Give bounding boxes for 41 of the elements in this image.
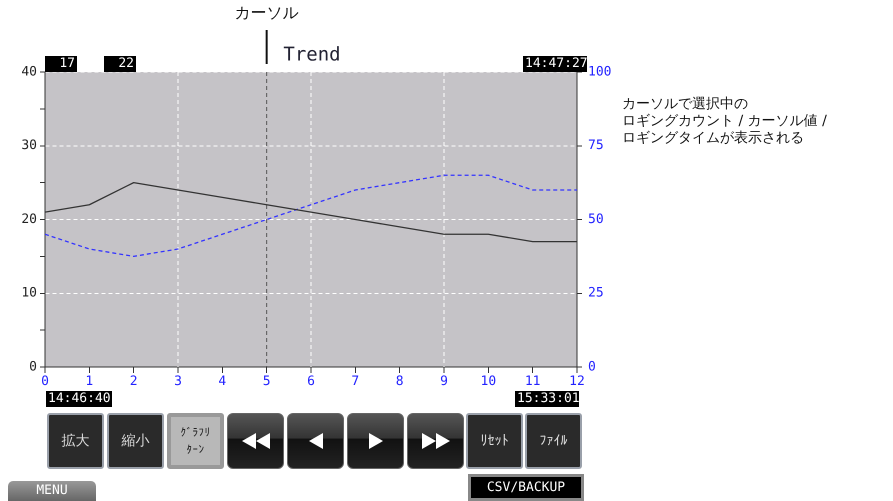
y-tick-label: 30: [21, 138, 37, 154]
x-tick-label: 7: [351, 374, 360, 390]
x-tick-label: 3: [174, 374, 182, 390]
text: 22: [104, 56, 136, 72]
y2-tick-label: 0: [588, 359, 596, 374]
button: 拡大: [47, 413, 104, 469]
y2-tick-label: 75: [588, 138, 604, 154]
y2-tick-label: 100: [588, 64, 612, 80]
text: ロギングタイムが表示される: [622, 130, 804, 147]
line-series: [45, 174, 577, 258]
text: 17: [45, 56, 77, 72]
button: ｸﾞﾗﾌﾘﾀｰﾝ: [167, 413, 224, 469]
button: ﾌｧｲﾙ: [525, 413, 582, 469]
y2-tick-label: 25: [588, 286, 604, 301]
text: 15:33:01: [515, 391, 580, 407]
x-tick-label: 0: [41, 374, 49, 390]
y-tick-label: 10: [21, 286, 37, 301]
button: 縮小: [107, 413, 164, 469]
y-tick-label: 40: [21, 64, 37, 80]
x-tick-label: 5: [262, 374, 271, 390]
x-tick-label: 9: [440, 374, 448, 390]
text: 14:46:40: [46, 391, 112, 407]
button: ﾘｾｯﾄ: [466, 413, 523, 469]
chart-title: Trend: [283, 43, 341, 66]
ref-line-label: カーソル: [234, 3, 299, 22]
x-tick-label: 6: [307, 374, 315, 390]
x-tick-label: 2: [130, 374, 138, 390]
x-tick-label: 8: [396, 374, 404, 390]
y2-tick-label: 50: [588, 212, 604, 227]
y-tick-label: 20: [21, 212, 37, 227]
x-tick-label: 11: [524, 374, 540, 390]
x-tick-label: 4: [218, 374, 226, 390]
text: ロギングカウント / カーソル値 /: [622, 113, 827, 130]
text: カーソルで選択中の: [622, 96, 748, 113]
y-tick-label: 0: [29, 359, 37, 374]
x-tick-label: 12: [569, 374, 585, 390]
text: 14:47:27: [523, 56, 588, 72]
x-tick-label: 1: [85, 374, 94, 390]
button: CSV/BACKUP: [468, 474, 584, 501]
button: MENU: [8, 481, 96, 501]
x-tick-label: 10: [480, 374, 496, 390]
